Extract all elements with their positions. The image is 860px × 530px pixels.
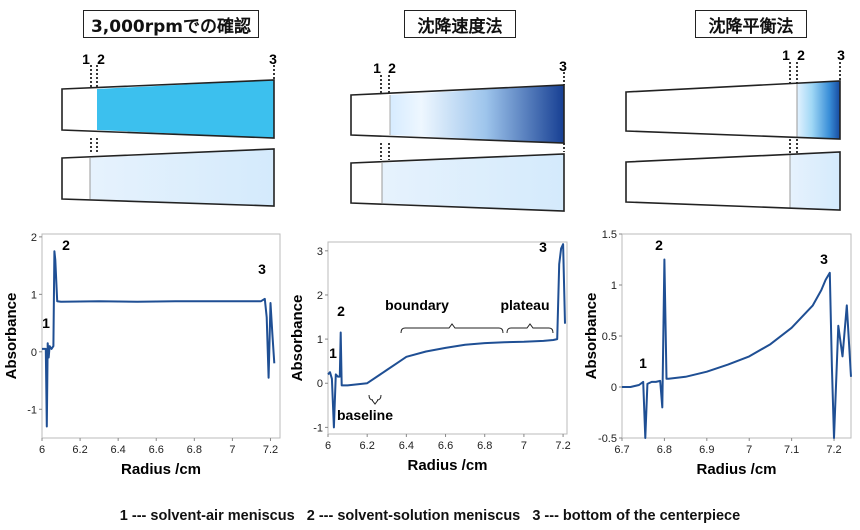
x-tick-label: 7 (746, 444, 752, 456)
chart-sedimentation-velocity: 6 6.2 6.4 6.6 6.8 7 7.2 -1 0 1 2 3 Radius /cm Absorba… (289, 239, 571, 474)
x-tick-label: 6 (39, 444, 45, 456)
cell-3-lower-fill (790, 152, 840, 210)
marker-1-label: 1 (373, 60, 381, 76)
cell-1-lower-outline (61, 148, 275, 207)
marker-3-label: 3 (559, 58, 567, 74)
cell-3-lower-outline (625, 151, 841, 211)
chart-sedimentation-equilibrium: 6.7 6.8 6.9 7 7.1 7.2 -0.5 0 0.5 1 1.5 Radius /cm Ab… (583, 229, 852, 478)
cell-3-upper-outline (625, 80, 841, 140)
y-tick-label: -0.5 (598, 433, 617, 445)
cell-1-upper-outline (61, 79, 275, 139)
panel-2-title: 沈降速度法 (404, 10, 516, 38)
cell-1-upper-fill (97, 80, 274, 138)
annotation-label: 1 (329, 345, 337, 361)
plot-frame (41, 233, 281, 439)
x-tick-label: 7.2 (826, 444, 841, 456)
y-axis-label: Absorbance (583, 293, 600, 380)
marker-2-label: 2 (97, 51, 105, 67)
annotation-label: 3 (258, 261, 266, 277)
annotation-label: plateau (500, 297, 549, 313)
absorbance-curve (622, 258, 852, 439)
x-tick-label: 6 (325, 440, 331, 452)
panel-2-cells: 1 2 3 (350, 58, 567, 212)
annotation-label: 3 (539, 239, 547, 255)
y-tick-label: 3 (317, 246, 323, 258)
y-axis-label: Absorbance (289, 295, 306, 382)
x-tick-label: 6.2 (72, 444, 87, 456)
x-tick-label: 7.2 (555, 440, 570, 452)
absorbance-curve (327, 243, 566, 429)
region-bracket (506, 323, 554, 334)
marker-3-label: 3 (837, 47, 845, 63)
panel-1-cells: 1 2 3 (61, 51, 277, 207)
x-tick-label: 6.6 (149, 444, 164, 456)
y-tick-label: 1 (31, 289, 37, 301)
x-tick-label: 7 (521, 440, 527, 452)
panel-1-title: 3,000rpmでの確認 (83, 10, 259, 38)
x-axis-label: Radius /cm (121, 461, 201, 478)
plot-frame (621, 233, 852, 439)
annotation-label: baseline (337, 407, 393, 423)
y-tick-label: 0 (31, 347, 37, 359)
y-tick-label: -1 (27, 404, 37, 416)
y-tick-label: 1.5 (602, 229, 617, 241)
absorbance-curve (42, 250, 276, 428)
y-tick-label: 0.5 (602, 331, 617, 343)
x-tick-label: 7 (229, 444, 235, 456)
annotation-label: 2 (62, 237, 70, 253)
marker-2-label: 2 (388, 60, 396, 76)
region-bracket (368, 394, 382, 405)
x-tick-label: 6.8 (187, 444, 202, 456)
cell-1-lower-fill (90, 149, 274, 206)
x-tick-label: 7.2 (263, 444, 278, 456)
x-tick-label: 6.4 (399, 440, 414, 452)
chart-3000rpm: 6 6.2 6.4 6.6 6.8 7 7.2 -1 0 1 2 Radius /cm Absorban… (3, 232, 281, 478)
y-tick-label: 2 (317, 290, 323, 302)
x-tick-label: 6.8 (657, 444, 672, 456)
x-tick-label: 7.1 (784, 444, 799, 456)
x-tick-label: 6.4 (111, 444, 126, 456)
y-tick-label: 1 (317, 334, 323, 346)
x-tick-label: 6.8 (477, 440, 492, 452)
x-tick-label: 6.6 (438, 440, 453, 452)
cell-diagrams: 1 2 3 1 2 3 1 2 3 (61, 47, 845, 212)
x-tick-label: 6.7 (614, 444, 629, 456)
region-bracket (400, 323, 504, 334)
y-tick-label: 0 (611, 382, 617, 394)
y-tick-label: 0 (317, 378, 323, 390)
x-tick-label: 6.9 (699, 444, 714, 456)
marker-1-label: 1 (782, 47, 790, 63)
y-axis-label: Absorbance (3, 293, 20, 380)
legend-caption: 1 --- solvent-air meniscus 2 --- solvent… (119, 508, 741, 524)
marker-2-label: 2 (797, 47, 805, 63)
y-tick-label: -1 (313, 422, 323, 434)
annotation-label: boundary (385, 297, 449, 313)
x-tick-label: 6.2 (360, 440, 375, 452)
marker-3-label: 3 (269, 51, 277, 67)
plot-frame (327, 241, 568, 435)
x-axis-label: Radius /cm (407, 457, 487, 474)
cell-2-lower-outline (350, 153, 565, 212)
annotation-label: 1 (639, 355, 647, 371)
y-tick-label: 2 (31, 232, 37, 244)
cell-2-upper-fill (390, 85, 564, 143)
x-axis-label: Radius /cm (696, 461, 776, 478)
panel-3-title: 沈降平衡法 (695, 10, 807, 38)
cell-3-upper-fill (797, 81, 840, 139)
y-tick-label: 1 (611, 280, 617, 292)
marker-1-label: 1 (82, 51, 90, 67)
annotation-label: 3 (820, 251, 828, 267)
panel-3-cells: 1 2 3 (625, 47, 845, 211)
annotation-label: 1 (42, 315, 50, 331)
annotation-label: 2 (655, 237, 663, 253)
cell-2-lower-fill (382, 154, 564, 211)
annotation-label: 2 (337, 303, 345, 319)
